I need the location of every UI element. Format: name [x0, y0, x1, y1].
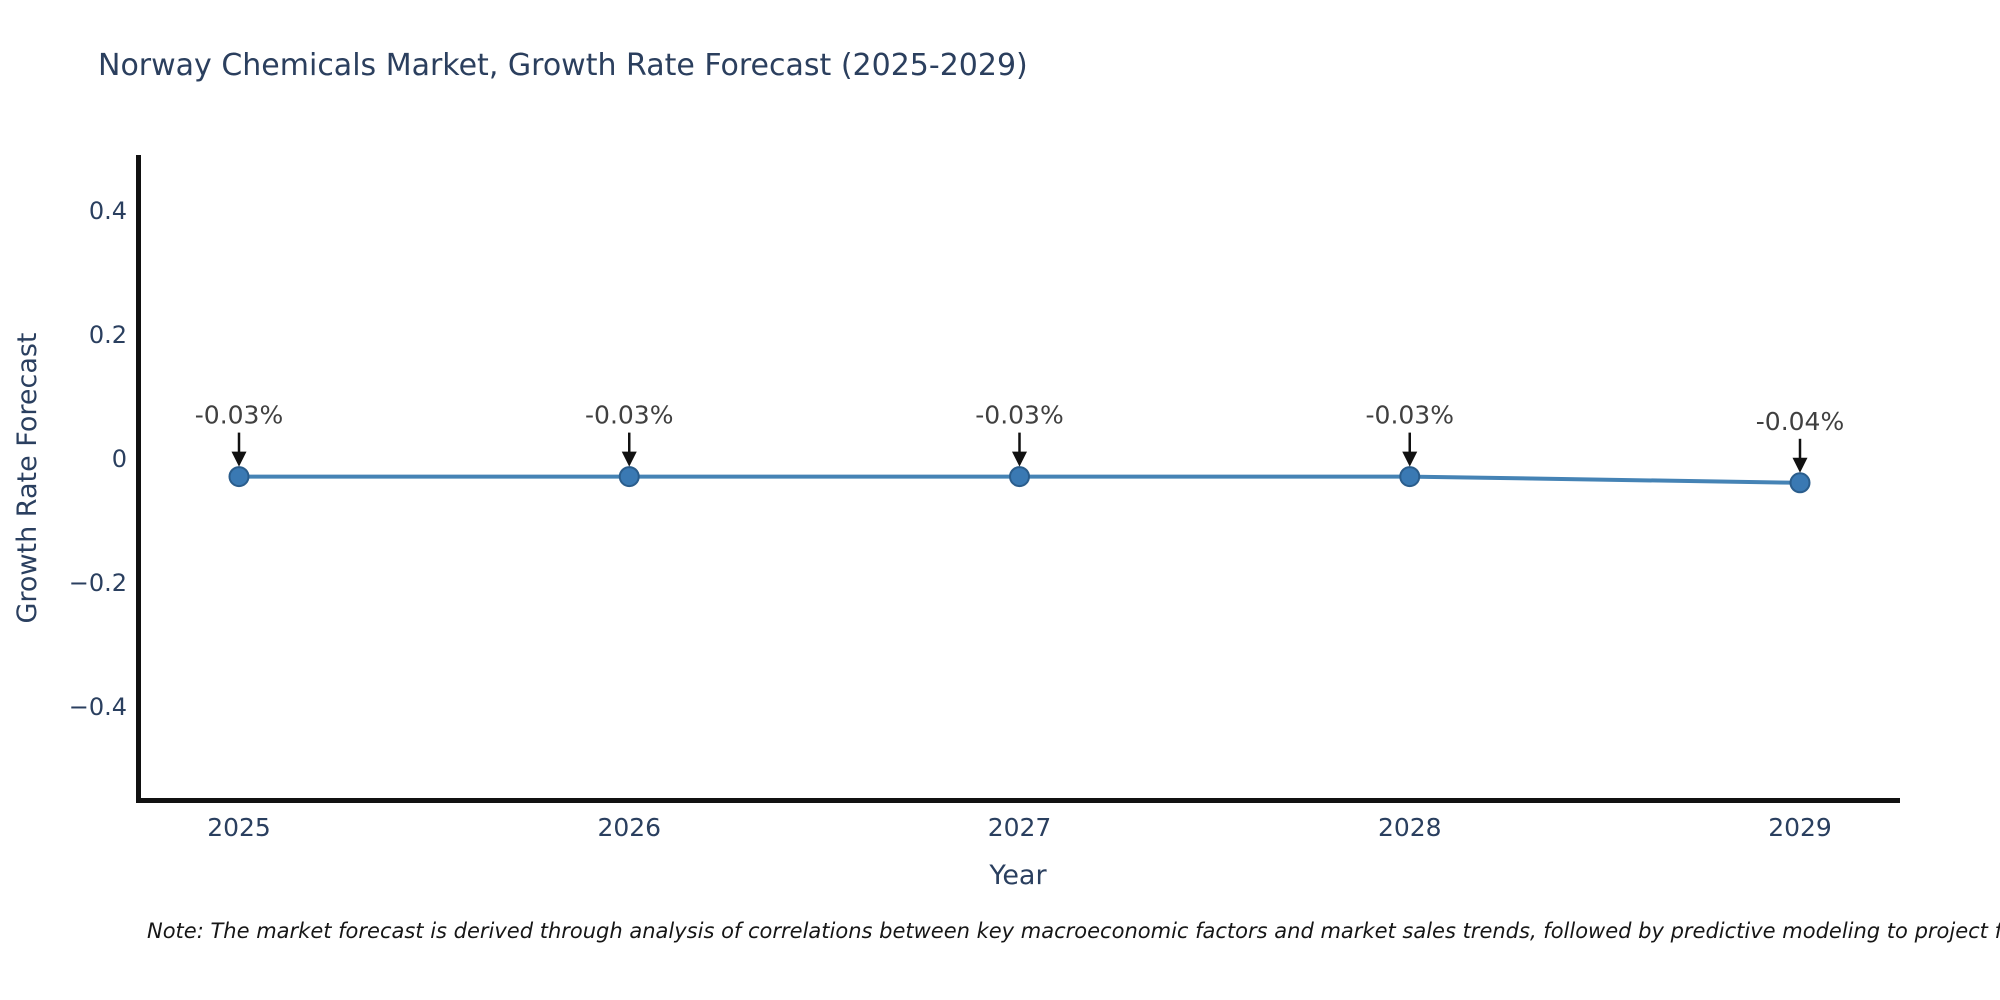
annotation-label: -0.03%: [585, 401, 673, 430]
x-tick-label: 2026: [597, 813, 661, 842]
x-axis-title: Year: [988, 860, 1047, 891]
data-point: [228, 466, 250, 488]
x-tick-label: 2027: [988, 813, 1052, 842]
y-tick-label: −0.4: [69, 693, 127, 721]
data-point: [1009, 466, 1030, 488]
annotation-arrowhead-icon: [1402, 451, 1418, 467]
annotation-arrowhead-icon: [1012, 451, 1027, 467]
annotation-arrowhead-icon: [1792, 457, 1808, 473]
y-tick-label: 0: [112, 445, 127, 473]
annotation-label: -0.03%: [975, 401, 1063, 430]
chart-title: Norway Chemicals Market, Growth Rate For…: [98, 48, 1028, 83]
x-tick-label: 2029: [1768, 813, 1832, 842]
y-axis-title: Growth Rate Forecast: [12, 332, 43, 623]
annotation-label: -0.03%: [195, 401, 283, 430]
y-tick-label: −0.2: [69, 569, 127, 597]
data-point: [1399, 466, 1421, 488]
data-point: [618, 466, 640, 488]
y-tick-label: 0.2: [89, 321, 127, 349]
data-point: [1789, 472, 1811, 494]
x-tick-label: 2025: [207, 813, 271, 842]
y-tick-label: 0.4: [89, 197, 127, 225]
x-tick-label: 2028: [1378, 813, 1442, 842]
annotation-arrowhead-icon: [621, 451, 637, 467]
annotation-arrowhead-icon: [231, 451, 247, 467]
annotation-label: -0.03%: [1366, 401, 1454, 430]
chart-footnote: Note: The market forecast is derived thr…: [147, 919, 2000, 943]
annotation-label: -0.04%: [1756, 407, 1844, 436]
